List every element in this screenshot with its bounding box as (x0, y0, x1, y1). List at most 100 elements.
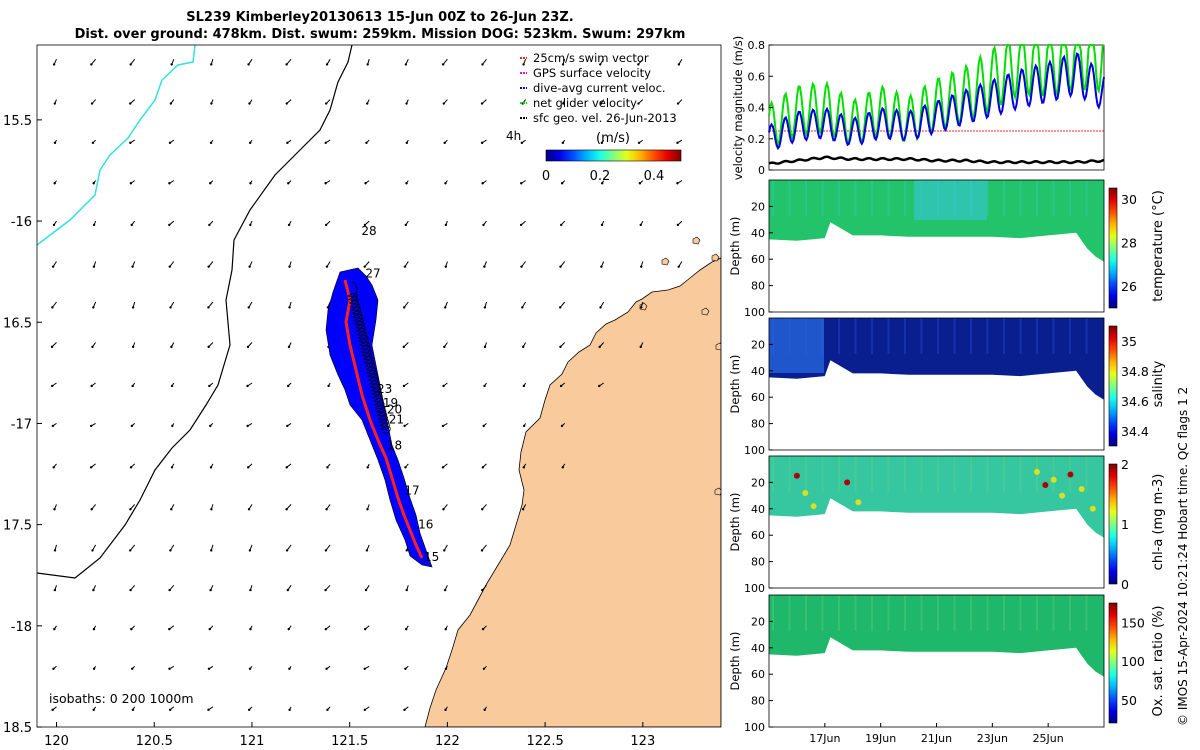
velocity-arrow (402, 342, 409, 349)
colorbar-label: chl-a (mg m-3) (1151, 474, 1166, 571)
profile-stripe (937, 318, 939, 354)
profile-stripe (821, 180, 824, 216)
velocity-arrow (168, 706, 175, 712)
velocity-arrow (89, 422, 96, 428)
velocity-arrow (483, 301, 487, 309)
velocity-arrow (53, 180, 57, 185)
colorbar-label: salinity (1151, 360, 1166, 407)
profile-stripe (1085, 318, 1088, 354)
oxygen-panel: 20 40 60 80 100 Depth (m) 50 100 150 Ox. sat. rat… (728, 594, 1166, 734)
velocity-arrow (89, 463, 96, 469)
profile-stripe (1003, 318, 1005, 354)
velocity-arrow (286, 382, 292, 388)
glider-trajectory (347, 281, 391, 434)
velocity-arrow (600, 220, 605, 227)
velocity-arrow (442, 382, 448, 388)
velocity-arrow (363, 625, 370, 631)
velocity-arrow (246, 463, 253, 469)
velocity-arrow (324, 180, 331, 185)
velocity-arrow (249, 220, 253, 227)
colorbar-tick-label: 0.4 (644, 169, 665, 184)
velocity-arrow (131, 261, 136, 268)
panel-frame (768, 317, 1105, 451)
velocity-arrow (559, 301, 566, 309)
velocity-arrow (51, 422, 57, 428)
velocity-arrow (363, 665, 370, 671)
profile-stripe (1085, 456, 1088, 492)
velocity-arrow (286, 139, 292, 145)
velocity-arrow (247, 301, 253, 309)
profile-stripe (1052, 595, 1055, 631)
colorbar-tick-label: 34.4 (1121, 424, 1149, 439)
velocity-arrow (522, 59, 527, 66)
profile-stripe (772, 456, 774, 492)
y-tick-label: 16.5 (3, 316, 32, 331)
velocity-arrow (287, 625, 292, 631)
velocity-arrow (402, 382, 409, 388)
velocity-arrow (286, 422, 292, 428)
velocity-arrow (129, 58, 136, 66)
colorbar-tick-label: 1 (1121, 517, 1129, 532)
velocity-arrow (324, 139, 331, 145)
velocity-arrow (92, 666, 97, 671)
profile-fill (769, 595, 1104, 677)
profile-fill (769, 456, 1104, 538)
velocity-arrow (561, 139, 566, 145)
profile-fill (769, 318, 1104, 400)
velocity-arrow (443, 301, 448, 309)
velocity-arrow (131, 706, 136, 712)
profile-stripe (920, 456, 923, 492)
velocity-arrow (51, 261, 57, 268)
velocity-arrow (168, 665, 175, 671)
profile-stripe (1003, 595, 1005, 631)
velocity-arrow (246, 342, 253, 349)
y-tick-label: 0.2 (748, 133, 766, 146)
chl-dot (1034, 468, 1040, 475)
chl-dot (810, 503, 817, 510)
velocity-arrow (207, 261, 214, 268)
colorbar-tick-label: 0 (1121, 577, 1129, 592)
y-tick-label: 60 (751, 253, 765, 266)
day-label: 21 (389, 412, 404, 426)
velocity-arrow (208, 220, 214, 227)
profile-stripe (1069, 318, 1071, 354)
velocity-arrow (90, 58, 96, 66)
profile-stripe (1085, 595, 1088, 631)
day-label: 16 (418, 518, 433, 532)
profile-stripe (1069, 180, 1071, 216)
velocity-arrow (483, 382, 487, 388)
velocity-arrow (600, 261, 605, 268)
y-tick-label: 0.4 (748, 102, 766, 115)
profile-stripe (1069, 595, 1071, 631)
velocity-arrow (481, 625, 487, 631)
colorbar-tick-label: 35 (1121, 334, 1137, 349)
velocity-arrow (130, 625, 136, 631)
velocity-arrow (441, 463, 448, 469)
velocity-arrow (324, 99, 331, 105)
velocity-arrow (522, 423, 527, 428)
velocity-arrow (51, 706, 57, 712)
day-label: 17 (404, 483, 419, 497)
profile-stripe (953, 318, 956, 354)
x-tick-label: 17Jun (809, 732, 840, 745)
velocity-arrow (404, 58, 409, 66)
y-tick-label: 20 (751, 476, 765, 489)
velocity-arrow (171, 423, 175, 428)
chart-title: SL239 Kimberley20130613 15-Jun 00Z to 26… (186, 10, 574, 25)
swim-vector-track (343, 279, 424, 559)
y-tick-label: 40 (751, 642, 765, 655)
velocity-arrow (53, 139, 57, 145)
profile-stripe (920, 595, 923, 631)
profile-stripe (871, 180, 873, 216)
velocity-arrow (676, 139, 683, 145)
velocity-arrow (169, 301, 175, 309)
velocity-arrow (210, 544, 214, 552)
velocity-arrow (53, 544, 57, 552)
velocity-arrow (92, 625, 97, 631)
velocity-arrow (444, 625, 448, 631)
profile-stripe (986, 318, 989, 354)
profile-stripe (805, 180, 807, 216)
velocity-arrow (404, 220, 409, 227)
velocity-arrow (168, 139, 175, 145)
island (661, 257, 670, 266)
